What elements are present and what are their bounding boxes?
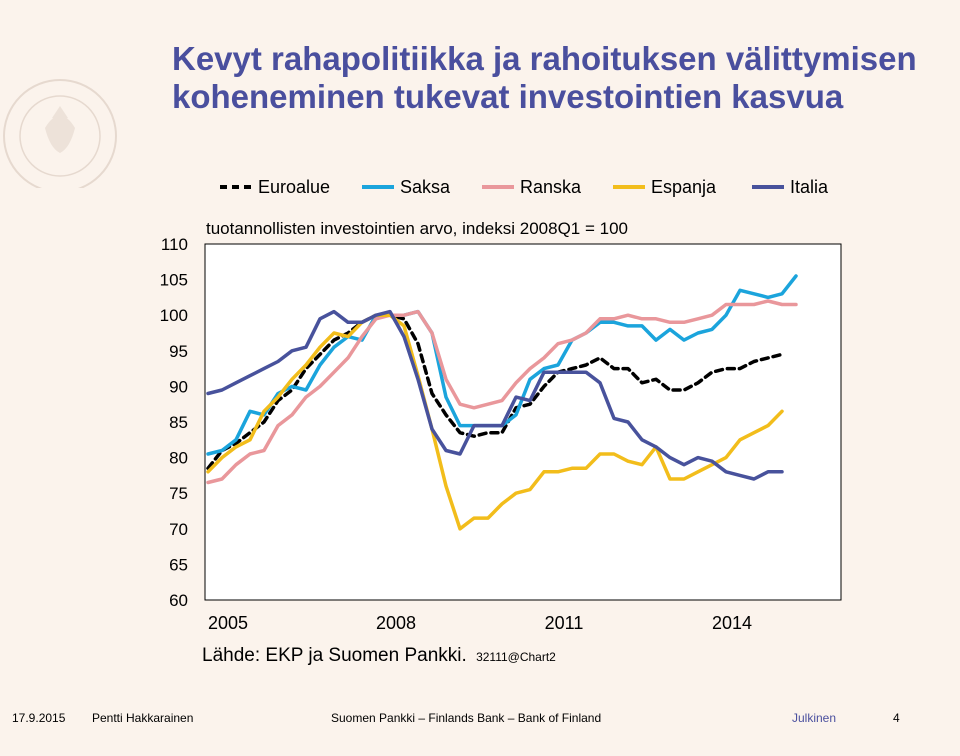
investment-line-chart: Euroalue Saksa Ranska Espanja Italia tuotann… (160, 177, 842, 633)
title-line-1: Kevyt rahapolitiikka ja rahoituksen väli… (172, 40, 917, 77)
y-tick-label: 105 (160, 271, 188, 290)
series-line-italia (206, 309, 784, 481)
footer-org: Suomen Pankki – Finlands Bank – Bank of … (331, 711, 602, 725)
slide-title: Kevyt rahapolitiikka ja rahoituksen väli… (172, 40, 942, 116)
series-line-espanja (206, 313, 784, 531)
chart-subtitle: tuotannollisten investointien arvo, inde… (206, 219, 628, 238)
chart-legend: Euroalue Saksa Ranska Espanja Italia (220, 177, 829, 197)
footer-page-number: 4 (893, 711, 900, 725)
footer-author: Pentti Hakkarainen (92, 711, 194, 725)
x-axis: 2005 2008 2011 2014 (208, 613, 752, 633)
x-tick-label: 2014 (712, 613, 752, 633)
title-line-2: koheneminen tukevat investointien kasvua (172, 78, 844, 115)
legend-label-italia: Italia (790, 177, 829, 197)
bank-seal-logo (3, 79, 117, 188)
y-tick-label: 100 (160, 306, 188, 325)
legend-label-espanja: Espanja (651, 177, 717, 197)
chart-code: 32111@Chart2 (476, 650, 556, 664)
y-tick-label: 70 (169, 520, 188, 539)
y-tick-label: 65 (169, 555, 188, 574)
y-tick-label: 95 (169, 342, 188, 361)
plot-frame (204, 243, 842, 601)
series-line-euroalue (206, 313, 784, 471)
x-tick-label: 2008 (376, 613, 416, 633)
legend-label-ranska: Ranska (520, 177, 582, 197)
series-layer (206, 274, 798, 531)
legend-label-euroalue: Euroalue (258, 177, 330, 197)
x-tick-label: 2005 (208, 613, 248, 633)
y-tick-label: 110 (161, 235, 188, 254)
y-axis: 60 65 70 75 80 85 90 95 100 105 110 (160, 235, 188, 610)
y-tick-label: 60 (169, 591, 188, 610)
y-tick-label: 80 (169, 449, 188, 468)
footer-date: 17.9.2015 (12, 711, 66, 725)
source-note: Lähde: EKP ja Suomen Pankki. 32111@Chart… (202, 645, 556, 667)
series-line-ranska (206, 299, 798, 485)
legend-label-saksa: Saksa (400, 177, 451, 197)
footer-classification: Julkinen (792, 711, 837, 725)
y-tick-label: 85 (169, 413, 188, 432)
slide-footer: 17.9.2015 Pentti Hakkarainen Suomen Pank… (0, 711, 960, 729)
x-tick-label: 2011 (545, 613, 584, 633)
source-text: Lähde: EKP ja Suomen Pankki. (202, 645, 467, 666)
y-tick-label: 75 (169, 484, 188, 503)
y-tick-label: 90 (169, 377, 188, 396)
